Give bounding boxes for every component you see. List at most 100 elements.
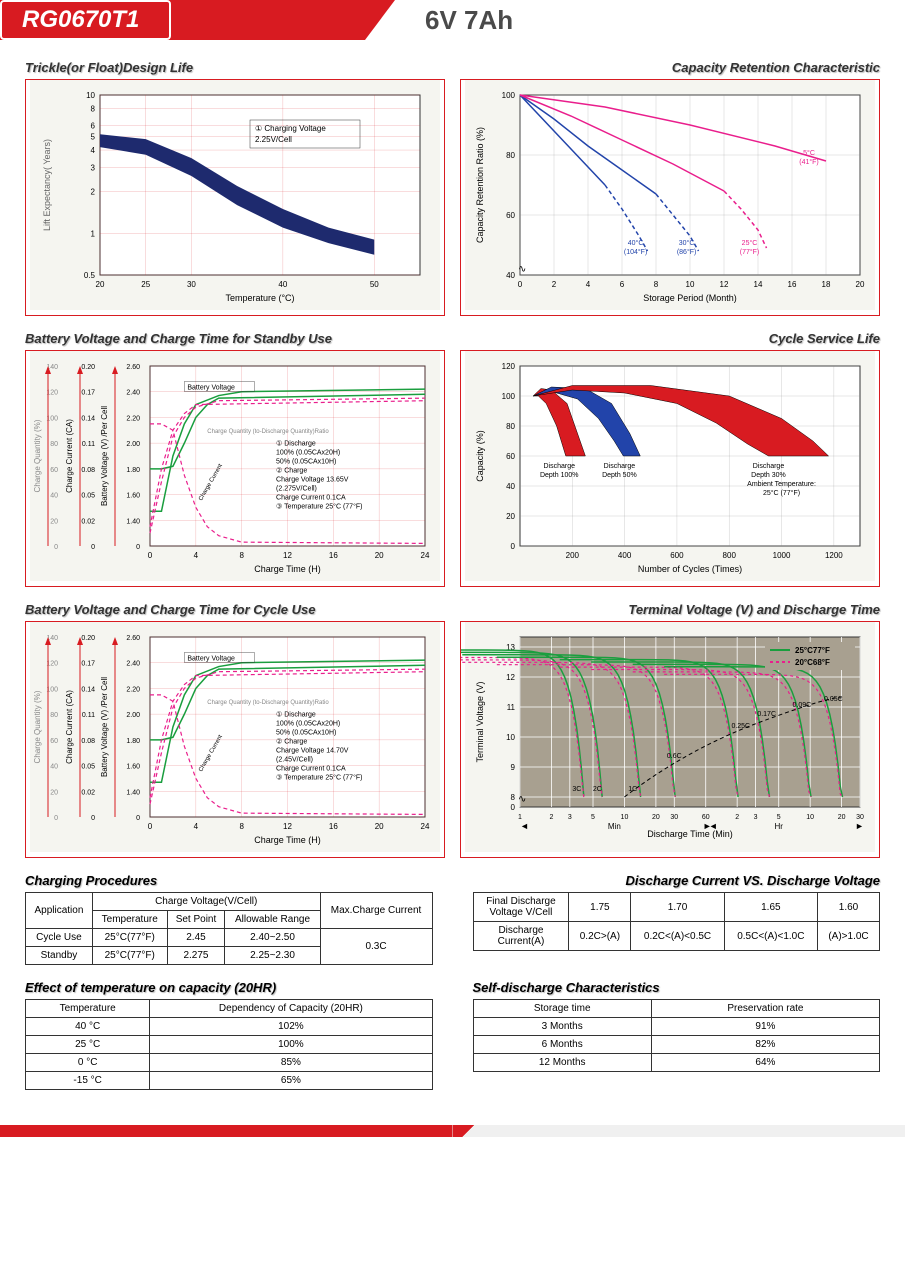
svg-text:20: 20 [506,512,515,521]
svg-text:60: 60 [50,738,58,745]
svg-text:30°C: 30°C [679,239,695,247]
svg-text:30: 30 [187,280,196,289]
svg-text:Lift Expectancy( Years): Lift Expectancy( Years) [42,139,52,231]
svg-text:20°C68°F: 20°C68°F [795,658,830,667]
svg-text:100: 100 [502,91,516,100]
svg-text:Ambient Temperature:: Ambient Temperature: [747,481,816,488]
svg-text:① Discharge: ① Discharge [276,711,316,719]
svg-text:Discharge: Discharge [543,463,575,470]
svg-text:0: 0 [511,803,516,812]
svg-text:0.6C: 0.6C [667,753,682,760]
svg-text:60: 60 [506,452,515,461]
svg-text:5: 5 [91,133,96,142]
chart3-title: Battery Voltage and Charge Time for Stan… [25,331,445,346]
svg-text:2.40: 2.40 [126,390,140,397]
svg-text:② Charge: ② Charge [276,738,307,746]
svg-text:Capacity Retention Ratio (%): Capacity Retention Ratio (%) [475,127,485,243]
svg-text:3: 3 [91,163,96,172]
svg-text:Charge Current 0.1CA: Charge Current 0.1CA [276,495,346,502]
svg-text:(77°F): (77°F) [740,248,760,256]
svg-text:③ Temperature 25°C (77°F): ③ Temperature 25°C (77°F) [276,774,362,782]
svg-text:0: 0 [54,815,58,822]
svg-text:Depth 100%: Depth 100% [540,472,579,479]
svg-text:2.25V/Cell: 2.25V/Cell [255,135,292,144]
svg-text:10: 10 [621,814,629,821]
svg-text:② Charge: ② Charge [276,467,307,475]
svg-text:5: 5 [591,814,595,821]
svg-text:Battery Voltage (V) /Per Cell: Battery Voltage (V) /Per Cell [100,677,109,777]
table3-title: Effect of temperature on capacity (20HR) [25,980,433,995]
svg-text:40°C: 40°C [628,239,644,247]
svg-text:1.80: 1.80 [126,738,140,745]
svg-text:0: 0 [148,551,153,560]
svg-text:0.05: 0.05 [81,764,95,771]
svg-text:2.00: 2.00 [126,441,140,448]
svg-text:6: 6 [620,280,625,289]
svg-text:0: 0 [91,544,95,551]
svg-text:Charge Current (CA): Charge Current (CA) [65,690,74,764]
svg-text:2.60: 2.60 [126,635,140,642]
svg-text:0.08: 0.08 [81,467,95,474]
header-bar: RG0670T1 6V 7Ah [0,0,905,40]
svg-text:40: 40 [50,764,58,771]
svg-text:Hr: Hr [774,822,783,831]
svg-text:① Charging Voltage: ① Charging Voltage [255,124,326,133]
svg-text:12: 12 [283,551,292,560]
svg-text:80: 80 [506,422,515,431]
svg-text:20: 20 [50,518,58,525]
svg-text:2.40: 2.40 [126,661,140,668]
svg-text:0.20: 0.20 [81,635,95,642]
svg-text:60: 60 [702,814,710,821]
svg-text:60: 60 [50,467,58,474]
svg-text:Charge Time (H): Charge Time (H) [254,835,321,845]
chart5-panel: 0481216202402040608010012014000.020.050.… [25,621,445,858]
chart3-panel: 0481216202402040608010012014000.020.050.… [25,350,445,587]
svg-text:Battery Voltage (V) /Per Cell: Battery Voltage (V) /Per Cell [100,406,109,506]
chart4-panel: 02040608010012020040060080010001200Disch… [460,350,880,587]
svg-text:1.40: 1.40 [126,789,140,796]
svg-text:20: 20 [856,280,865,289]
chart6-panel: 891011121301235102030602351020303C2C1C0.… [460,621,880,858]
svg-text:30: 30 [670,814,678,821]
svg-text:Storage Period (Month): Storage Period (Month) [643,293,737,303]
svg-text:80: 80 [506,151,515,160]
discharge-current-table: Final Discharge Voltage V/Cell1.751.701.… [473,892,881,951]
svg-text:25°C77°F: 25°C77°F [795,646,830,655]
svg-text:1.60: 1.60 [126,764,140,771]
svg-text:4: 4 [194,822,199,831]
svg-text:8: 8 [239,551,244,560]
svg-text:1C: 1C [628,786,637,793]
svg-text:Min: Min [608,822,621,831]
svg-text:16: 16 [788,280,797,289]
svg-text:0: 0 [91,815,95,822]
temperature-capacity-table: TemperatureDependency of Capacity (20HR)… [25,999,433,1090]
svg-text:50: 50 [370,280,379,289]
svg-text:0.08: 0.08 [81,738,95,745]
svg-text:Battery Voltage: Battery Voltage [187,655,235,662]
svg-text:20: 20 [96,280,105,289]
svg-text:Terminal Voltage (V): Terminal Voltage (V) [475,681,485,762]
svg-text:2: 2 [549,814,553,821]
svg-text:(41°F): (41°F) [799,158,819,166]
svg-text:20: 20 [375,551,384,560]
svg-text:40: 40 [50,493,58,500]
svg-text:Number of Cycles (Times): Number of Cycles (Times) [638,564,742,574]
content-area: Trickle(or Float)Design Life 0.512345681… [0,50,905,1115]
svg-text:1: 1 [91,229,96,238]
svg-text:Discharge: Discharge [753,463,785,470]
svg-text:0.14: 0.14 [81,686,95,693]
svg-text:(86°F): (86°F) [677,248,697,256]
svg-text:1.80: 1.80 [126,467,140,474]
svg-text:400: 400 [618,551,632,560]
svg-text:0.20: 0.20 [81,364,95,371]
svg-text:Charge Current (CA): Charge Current (CA) [65,419,74,493]
svg-text:Charge Voltage 13.65V: Charge Voltage 13.65V [276,477,349,484]
svg-text:0: 0 [54,544,58,551]
svg-text:8: 8 [91,104,96,113]
svg-text:60: 60 [506,211,515,220]
svg-text:40: 40 [506,482,515,491]
svg-text:►: ► [855,821,864,831]
svg-text:1: 1 [518,814,522,821]
chart2-title: Capacity Retention Characteristic [460,60,880,75]
svg-text:2.20: 2.20 [126,415,140,422]
